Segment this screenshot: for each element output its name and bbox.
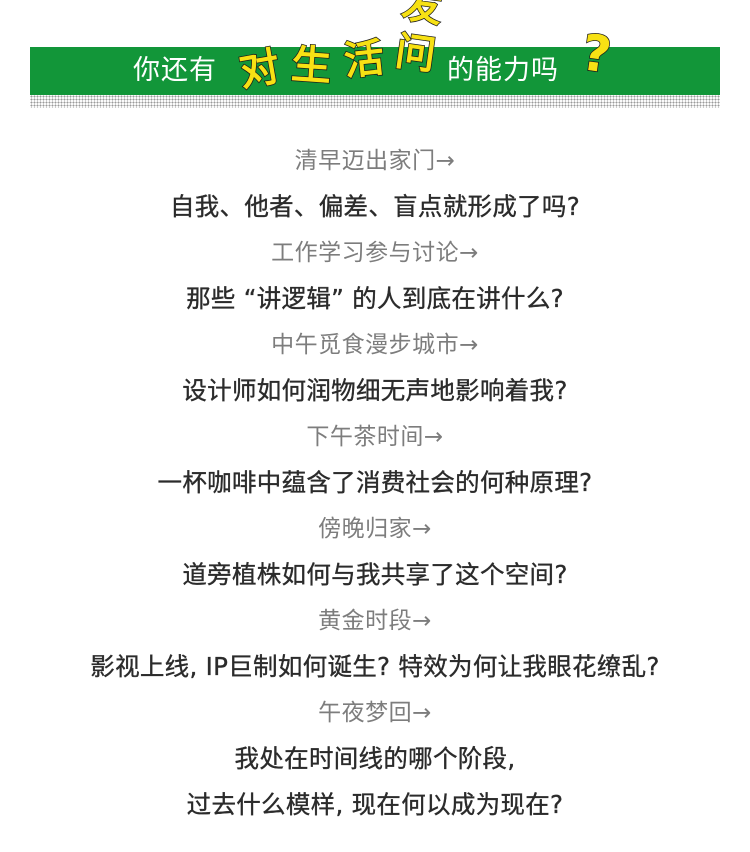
highlight-char: 活: [341, 34, 387, 85]
highlight-char: 发问: [392, 0, 446, 80]
question-line: 那些 “讲逻辑” 的人到底在讲什么?: [186, 284, 564, 313]
time-line: 中午觅食漫步城市→: [271, 332, 479, 358]
question-line: 影视上线, IP巨制如何诞生? 特效为何让我眼花缭乱?: [90, 652, 660, 681]
highlight-char: 生: [289, 41, 334, 91]
header-highlight: 对 生 活 发问: [232, 0, 446, 97]
halftone-dot-strip: [30, 95, 720, 108]
body-lines: 清早迈出家门→ 自我、他者、偏差、盲点就形成了吗? 工作学习参与讨论→ 那些 “…: [0, 138, 750, 828]
time-line: 黄金时段→: [318, 608, 432, 634]
question-line: 一杯咖啡中蕴含了消费社会的何种原理?: [157, 468, 593, 497]
question-line: 过去什么模样, 现在何以成为现在?: [186, 790, 564, 819]
header-banner: [30, 47, 720, 95]
time-line: 工作学习参与讨论→: [271, 240, 479, 266]
header-suffix: 的能力吗: [447, 55, 559, 86]
highlight-char: 对: [235, 43, 284, 97]
question-line: 我处在时间线的哪个阶段,: [234, 744, 516, 773]
question-line: 自我、他者、偏差、盲点就形成了吗?: [169, 192, 581, 221]
time-line: 清早迈出家门→: [294, 148, 456, 174]
time-line: 傍晚归家→: [318, 516, 432, 542]
header-prefix: 你还有: [133, 55, 217, 86]
time-line: 下午茶时间→: [306, 424, 444, 450]
question-line: 设计师如何润物细无声地影响着我?: [182, 376, 568, 405]
question-line: 道旁植株如何与我共享了这个空间?: [182, 560, 568, 589]
time-line: 午夜梦回→: [318, 700, 432, 726]
